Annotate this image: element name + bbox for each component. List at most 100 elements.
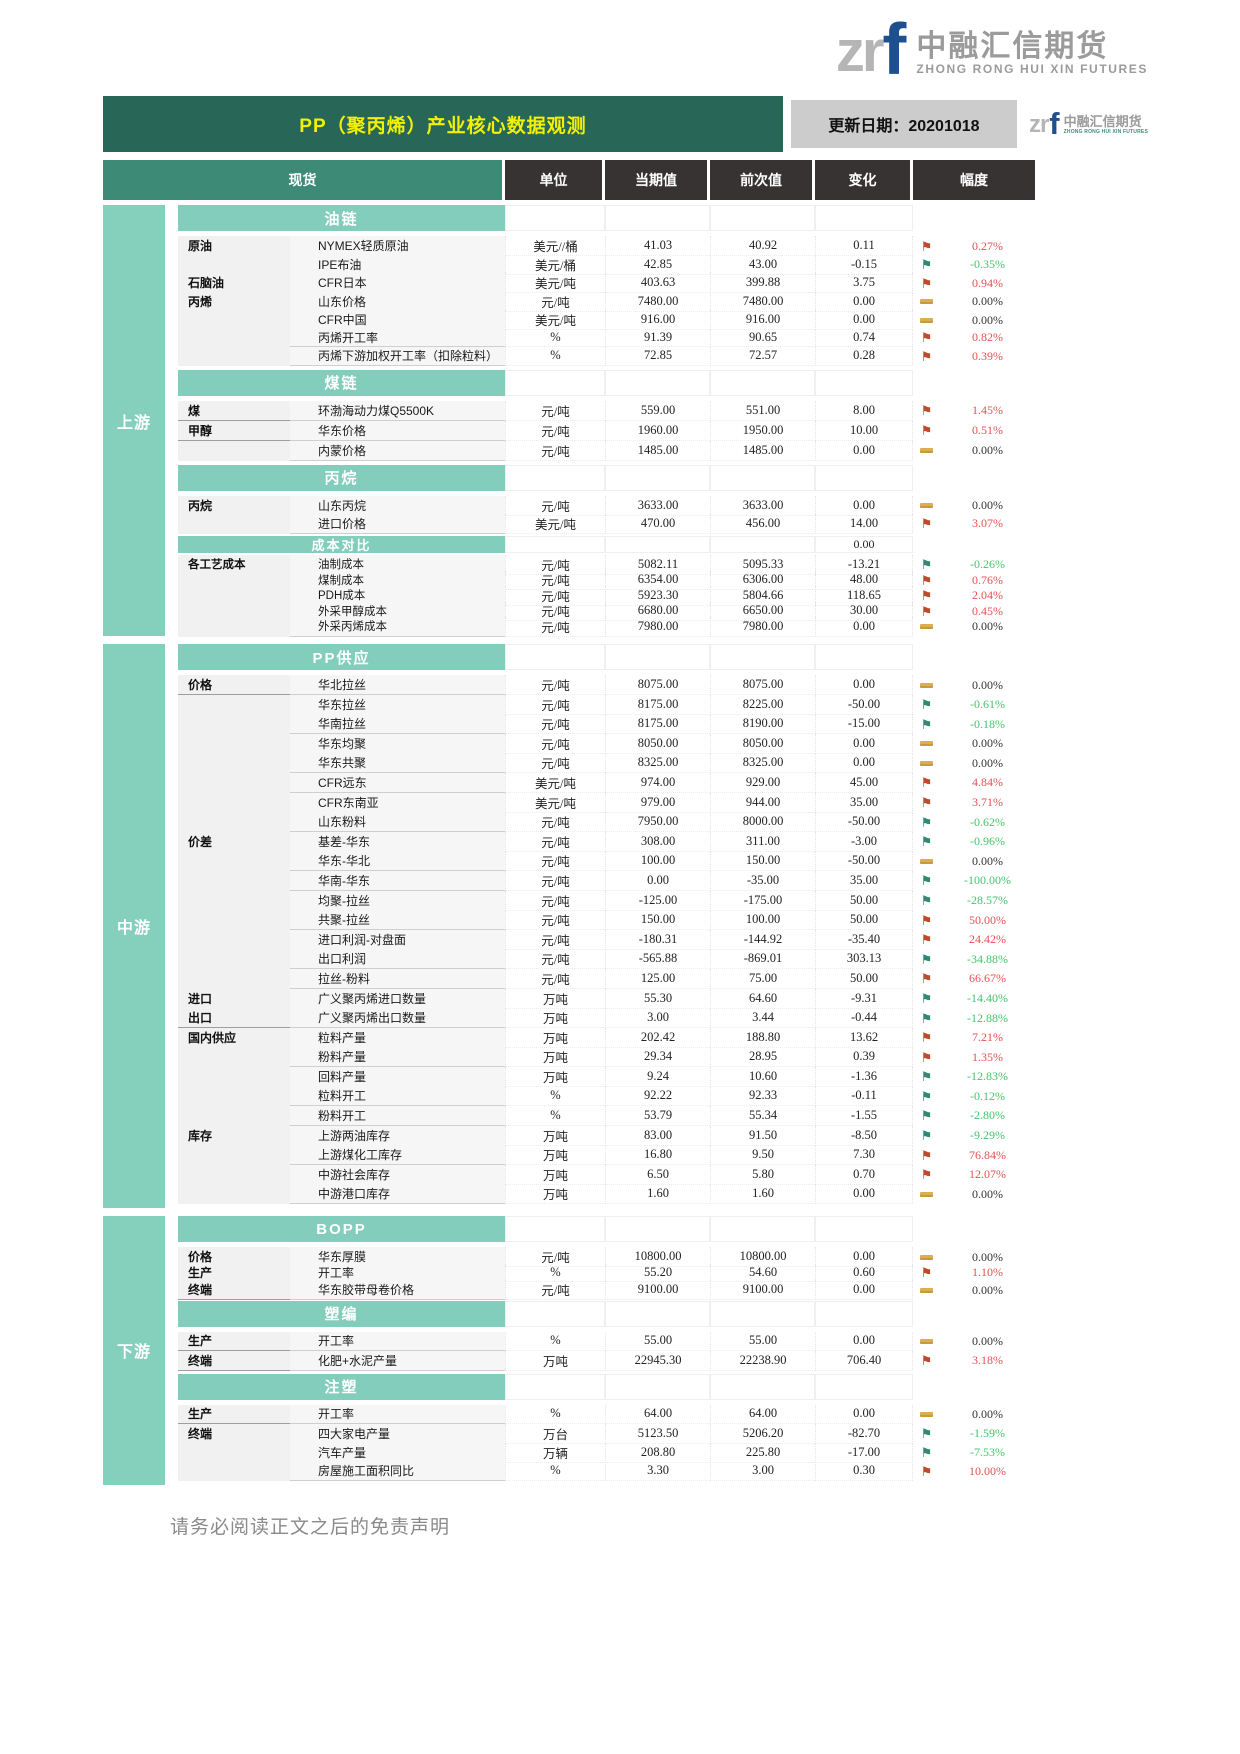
down-flag-icon: ⚑ [920,814,933,830]
up-flag-icon: ⚑ [920,795,933,811]
change-value: -0.11 [815,1086,913,1107]
unit-cell: 万吨 [505,1066,605,1087]
unit-cell: 元/吨 [505,694,605,715]
pct-value: 0.00% [972,443,1003,457]
ghost-current-cell [605,1373,710,1400]
pct-value: 1.45% [972,403,1003,417]
equal-flag-icon [920,299,933,304]
change-value: -9.31 [815,988,913,1009]
current-value: 7980.00 [605,616,710,637]
previous-value: 43.00 [710,254,815,275]
ghost-flag-cell [913,1300,940,1327]
equal-flag-icon [920,448,933,453]
unit-cell: 万吨 [505,1350,605,1371]
row-category [178,570,290,590]
table-row: CFR中国 美元/吨 916.00 916.00 0.00 0.00% [178,310,1035,330]
unit-cell: 元/吨 [505,949,605,970]
change-value: 0.00 [815,1247,913,1268]
equal-flag-icon [920,1411,933,1417]
row-item-name: 开工率 [290,1263,505,1282]
ghost-change-cell [815,464,913,491]
change-flag-cell: ⚑ [913,1145,940,1165]
previous-value: 551.00 [710,400,815,421]
change-value: 50.00 [815,910,913,931]
change-flag-cell [913,1405,940,1424]
table-row: 终端 四大家电产量 万台 5123.50 5206.20 -82.70 ⚑ -1.59% [178,1423,1035,1444]
current-value: 916.00 [605,310,710,330]
current-value: 150.00 [605,910,710,931]
unit-cell: 美元/吨 [505,772,605,793]
pct-value: 0.00% [972,677,1003,692]
ghost-previous-cell [710,1216,815,1243]
current-value: 1960.00 [605,420,710,441]
change-value: -3.00 [815,831,913,852]
row-category: 丙烯 [178,291,290,312]
change-value: 0.28 [815,347,913,366]
ghost-previous-cell [710,205,815,231]
previous-value: 916.00 [710,310,815,330]
section-油链: 油链 原油 NYMEX轻质原油 美元//桶 41.03 40.92 0.11 ⚑ 0.27% IP… [178,205,1035,366]
current-value: 8175.00 [605,714,710,735]
change-value: 0.60 [815,1263,913,1282]
table-row: 粒料开工% 92.22 92.33 -0.11 ⚑ -0.12% [178,1086,1035,1107]
ghost-change-cell [815,1300,913,1327]
ghost-pct-cell [940,464,1035,491]
ghost-change-cell [815,205,913,231]
current-value: 125.00 [605,968,710,989]
up-flag-icon: ⚑ [920,932,933,948]
pct-value: 3.07% [972,516,1003,530]
ghost-current-cell [605,1216,710,1243]
change-flag-cell: ⚑ [913,421,940,441]
unit-cell: 美元/吨 [505,310,605,330]
up-flag-icon: ⚑ [920,1463,933,1479]
pct-value: 0.82% [972,330,1003,345]
unit-cell: % [505,1404,605,1424]
change-flag-cell: ⚑ [913,773,940,793]
row-item-name: 外采丙烯成本 [290,616,505,637]
table-row: 国内供应 粒料产量 万吨 202.42 188.80 13.62 ⚑ 7.21% [178,1027,1035,1048]
row-category [178,616,290,637]
row-item-name: 广义聚丙烯出口数量 [290,1008,505,1029]
table-row: 价格 华北拉丝 元/吨 8075.00 8075.00 0.00 0.00% [178,675,1035,695]
ghost-flag-cell [913,1216,940,1243]
row-category: 原油 [178,236,290,256]
row-item-name: 山东粉料 [290,812,505,833]
current-value: 559.00 [605,400,710,421]
current-value: 8075.00 [605,675,710,695]
section-header-row: 丙烷 [178,464,1035,491]
change-value: 0.00 [815,616,913,637]
unit-cell: 万吨 [505,1184,605,1205]
change-flag-cell: ⚑ [913,871,940,891]
row-category [178,1164,290,1185]
company-logo: zr f 中融汇信期货 ZHONG RONG HUI XIN FUTURES [836,14,1148,86]
ghost-flag-cell [913,644,940,670]
table-row: 终端 华东胶带母卷价格 元/吨 9100.00 9100.00 0.00 0.00% [178,1280,1035,1301]
group-中游: 中游 PP供应 价格 华北拉丝 元/吨 8075.00 8075.00 0.00 0.00% 华东… [103,644,1035,1209]
pct-value: -0.12% [970,1088,1005,1103]
table-row: 各工艺成本 油制成本 元/吨 5082.11 5095.33 -13.21 ⚑ -0.26% [178,554,1035,575]
change-flag-cell [913,734,940,754]
section-header-row: 成本对比 0.00 [178,535,1035,553]
equal-flag-icon [920,317,933,323]
pct-value: -0.62% [970,814,1005,829]
pct-value: 4.84% [972,775,1003,790]
change-value: 0.00 [815,440,913,461]
table-row: 甲醇 华东价格 元/吨 1960.00 1950.00 10.00 ⚑ 0.51% [178,420,1035,441]
previous-value: 1485.00 [710,440,815,461]
ghost-change-cell [815,1216,913,1243]
current-value: 91.39 [605,328,710,347]
current-value: 55.30 [605,988,710,1009]
row-category [178,601,290,621]
ghost-previous-cell [710,535,815,553]
table-row: 上游煤化工库存 万吨 16.80 9.50 7.30 ⚑ 76.84% [178,1145,1035,1166]
down-flag-icon: ⚑ [920,834,933,850]
pct-value: -0.96% [970,834,1005,849]
table-row: 汽车产量 万辆 208.80 225.80 -17.00 ⚑ -7.53% [178,1442,1035,1463]
mini-company-logo: zr f 中融汇信期货 ZHONG RONG HUI XIN FUTURES [1029,108,1148,139]
previous-value: 10.60 [710,1066,815,1087]
pct-value: 66.67% [969,971,1006,986]
row-item-name: 山东丙烷 [290,495,505,516]
row-category: 库存 [178,1125,290,1146]
previous-value: 22238.90 [710,1350,815,1371]
row-item-name: CFR中国 [290,310,505,330]
